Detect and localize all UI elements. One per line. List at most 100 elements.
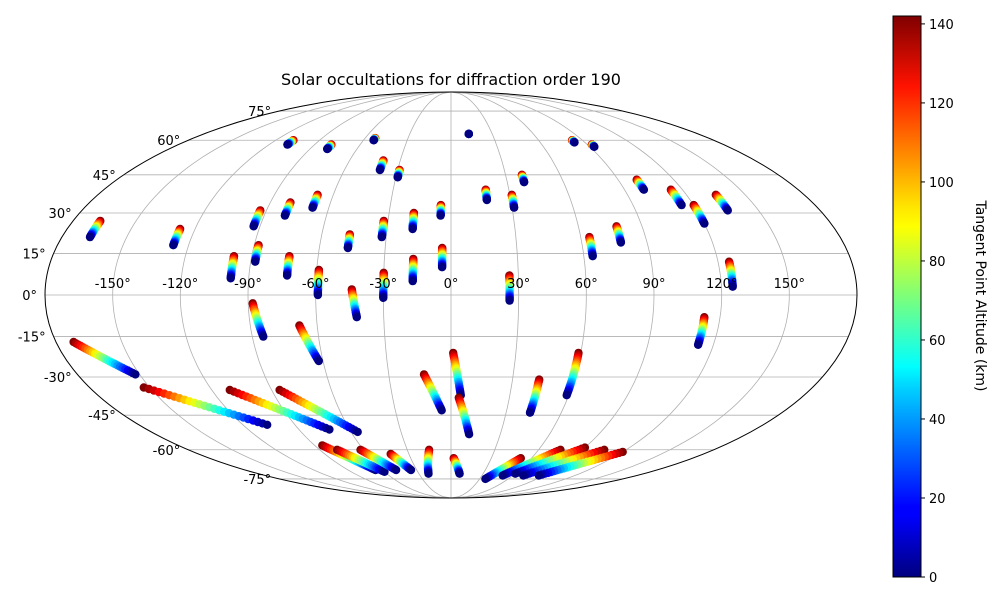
lat-tick-label: -75° (243, 473, 271, 488)
occultation-track (419, 370, 446, 415)
track-point (283, 140, 292, 149)
occultation-track (585, 232, 597, 261)
track-point (519, 178, 529, 187)
occultation-track (377, 216, 388, 242)
track-point (131, 370, 140, 379)
occultation-track (379, 268, 388, 302)
track-point (325, 425, 334, 434)
occultation-track (226, 252, 239, 283)
occultation-track (308, 190, 322, 212)
occultation-track (275, 385, 362, 437)
track-point (677, 200, 686, 210)
track-point (437, 263, 447, 272)
occultation-track (525, 375, 544, 417)
lon-tick-label: 150° (774, 277, 805, 292)
track-point (353, 427, 362, 437)
occultation-track (689, 200, 709, 228)
track-point (511, 469, 520, 478)
occultation-track (693, 313, 709, 349)
occultation-tracks (69, 129, 737, 484)
track-point (352, 313, 361, 322)
chart-title: Solar occultations for diffraction order… (281, 70, 621, 89)
track-point (590, 142, 599, 151)
longitude-tick-labels: -150° -120° -90° -60° -30° 0° 30° 60° 90° 120° 150… (95, 277, 805, 292)
occultation-track (139, 383, 272, 429)
occultation-track (248, 299, 268, 341)
lon-tick-label: -120° (162, 277, 198, 292)
occultation-track (724, 257, 737, 291)
track-point (408, 276, 417, 286)
occultation-track (280, 198, 295, 220)
track-point (226, 274, 235, 283)
occultation-track (437, 243, 447, 272)
occultation-track (313, 265, 324, 300)
occultation-track (251, 241, 263, 266)
track-point (393, 173, 402, 182)
track-point (464, 430, 474, 439)
occultation-track (69, 337, 140, 379)
occultation-track (343, 230, 354, 253)
lat-tick-label: 60° (157, 134, 180, 149)
track-point (314, 356, 323, 366)
track-point (406, 465, 416, 475)
track-point (525, 408, 535, 417)
track-point (280, 211, 290, 220)
occultation-track (375, 156, 388, 175)
occultation-track (711, 190, 732, 215)
colorbar-tick-label: 40 (929, 413, 946, 428)
occultation-track (85, 216, 105, 242)
track-point (313, 290, 323, 300)
track-point (693, 340, 703, 349)
track-point (424, 469, 433, 478)
track-point (408, 224, 417, 234)
track-point (509, 203, 519, 212)
occultation-track (436, 200, 446, 220)
track-point (263, 420, 272, 429)
track-point (723, 206, 732, 215)
occultation-track (517, 170, 529, 187)
occultation-track (587, 140, 599, 151)
occultation-track (632, 175, 649, 194)
occultation-track (295, 321, 323, 366)
track-point (505, 296, 514, 305)
track-point (169, 241, 178, 250)
colorbar (892, 15, 922, 578)
track-point (700, 219, 709, 228)
lat-tick-label: 30° (49, 207, 72, 222)
occultation-track (666, 185, 686, 210)
track-point (455, 469, 464, 478)
track-point (308, 203, 317, 212)
track-point (282, 271, 292, 280)
occultation-track (169, 224, 185, 250)
track-point (85, 232, 95, 242)
track-point (616, 238, 626, 247)
occultation-track (249, 206, 265, 231)
occultation-track (369, 133, 380, 145)
colorbar-tick-label: 80 (929, 255, 946, 270)
lat-tick-label: -45° (88, 409, 116, 424)
track-point (562, 391, 571, 400)
colorbar-tick-label: 140 (929, 18, 954, 33)
track-point (391, 465, 401, 475)
lon-tick-label: 30° (507, 277, 530, 292)
occultation-track (464, 129, 473, 139)
occultation-track (567, 136, 579, 147)
track-point (377, 232, 386, 242)
lon-tick-label: 0° (444, 277, 459, 292)
track-point (343, 243, 353, 253)
lon-tick-label: -60° (302, 277, 330, 292)
track-point (728, 282, 737, 291)
lat-tick-label: -30° (44, 371, 72, 386)
colorbar-tick-label: 20 (929, 492, 946, 507)
colorbar-tick-label: 0 (929, 571, 937, 586)
colorbar-label: Tangent Point Altitude (km) (972, 199, 988, 391)
lon-tick-label: -90° (234, 277, 262, 292)
lat-tick-label: 45° (93, 169, 116, 184)
lat-tick-label: 0° (22, 289, 37, 304)
track-point (482, 195, 492, 205)
track-point (588, 252, 597, 261)
occultation-track (356, 445, 401, 475)
occultation-track (481, 454, 525, 484)
lat-tick-label: 75° (248, 105, 271, 120)
